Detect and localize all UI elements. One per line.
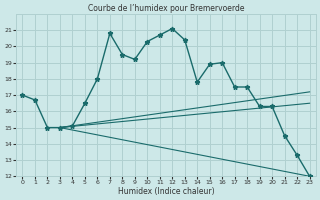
X-axis label: Humidex (Indice chaleur): Humidex (Indice chaleur) — [118, 187, 214, 196]
Title: Courbe de l’humidex pour Bremervoerde: Courbe de l’humidex pour Bremervoerde — [88, 4, 244, 13]
